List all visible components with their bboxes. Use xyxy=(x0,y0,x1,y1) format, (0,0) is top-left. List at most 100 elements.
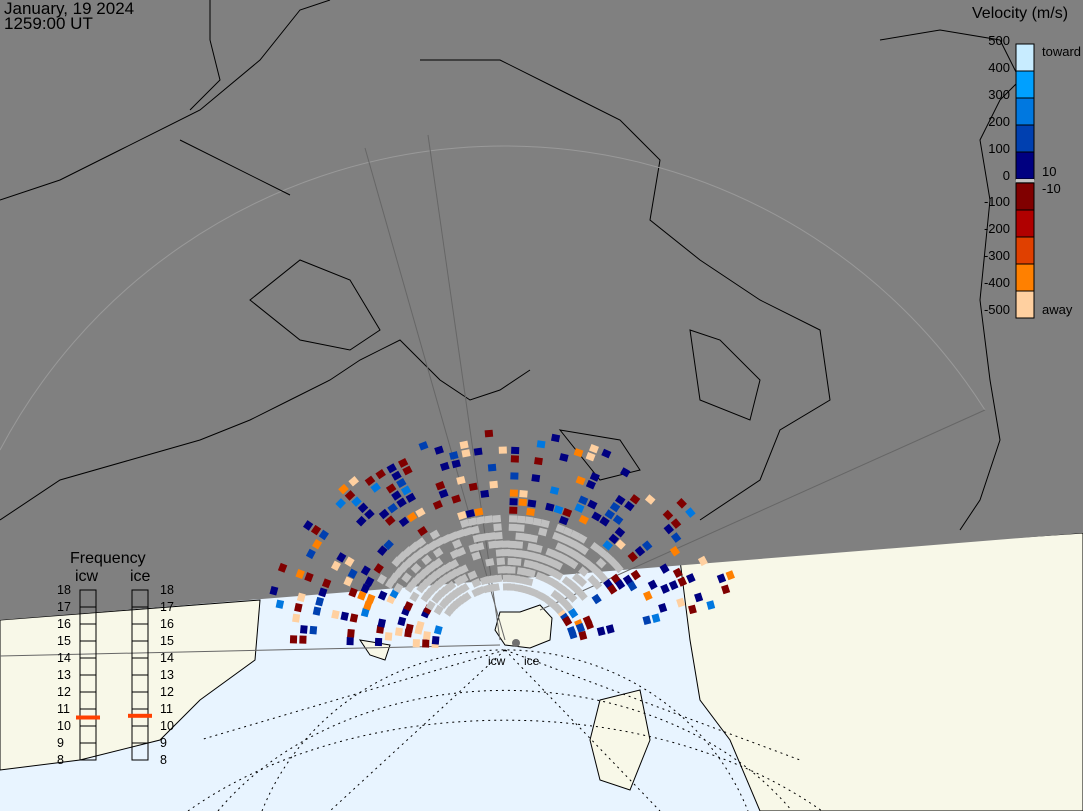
scatter-cell xyxy=(377,590,388,601)
color-bar-segment xyxy=(1015,97,1035,126)
scatter-cell xyxy=(468,482,478,491)
scatter-cell xyxy=(676,597,686,608)
scatter-cell xyxy=(528,534,539,543)
scatter-cell xyxy=(432,557,444,569)
scatter-cell xyxy=(456,475,466,485)
scatter-cell xyxy=(485,558,495,567)
scatter-cell xyxy=(405,492,417,503)
scatter-cell xyxy=(321,578,332,589)
scatter-cell xyxy=(644,494,656,505)
scatter-cell xyxy=(591,593,602,605)
scatter-cell xyxy=(277,562,288,573)
scatter-cell xyxy=(577,590,588,601)
frequency-tick-left: 10 xyxy=(57,719,71,733)
scatter-cell xyxy=(596,546,607,558)
frequency-tick-left: 9 xyxy=(57,736,64,750)
scatter-cell xyxy=(613,562,624,574)
scatter-cell xyxy=(641,540,653,552)
scatter-cell xyxy=(292,613,301,623)
scatter-cell xyxy=(688,604,697,615)
scatter-cell xyxy=(494,540,504,549)
scatter-cell xyxy=(299,635,307,644)
velocity-tick: 500 xyxy=(988,33,1010,48)
grid-lines xyxy=(0,134,986,811)
velocity-tick: -400 xyxy=(983,275,1010,291)
scatter-cell xyxy=(429,529,441,540)
frequency-tick-left: 12 xyxy=(57,685,71,699)
scatter-cell xyxy=(417,526,428,537)
scatter-cell xyxy=(669,545,681,557)
scatter-cell xyxy=(670,518,682,529)
scatter-cell xyxy=(402,465,413,476)
scatter-cell xyxy=(421,554,432,566)
scatter-cell xyxy=(455,546,467,557)
scatter-cell xyxy=(338,483,349,495)
scatter-cell xyxy=(508,515,518,523)
scatter-cell xyxy=(473,447,483,456)
scatter-cell xyxy=(716,573,727,584)
scatter-cell xyxy=(526,569,536,578)
scatter-cell xyxy=(562,507,573,518)
scatter-cell xyxy=(422,639,430,648)
scatter-cell xyxy=(524,516,534,525)
scatter-cell xyxy=(400,485,412,496)
toward-label: toward xyxy=(1042,44,1082,59)
scatter-cell xyxy=(415,620,425,631)
scatter-cell xyxy=(552,531,563,542)
scatter-cell xyxy=(512,558,522,566)
scatter-cell xyxy=(516,524,525,532)
scatter-cell xyxy=(605,624,615,634)
scatter-cell xyxy=(706,600,716,610)
scatter-cell xyxy=(697,555,708,567)
scatter-cell xyxy=(488,540,498,549)
frequency-marker xyxy=(76,715,100,720)
scatter-cell xyxy=(591,579,603,590)
scatter-cell xyxy=(383,539,394,551)
scatter-cell xyxy=(374,637,383,647)
scatter-cell xyxy=(509,489,518,497)
night-region xyxy=(0,0,1083,620)
scatter-cell xyxy=(614,527,626,538)
scatter-cell xyxy=(584,619,594,630)
scatter-cell xyxy=(659,563,670,574)
scatter-cell xyxy=(518,498,528,507)
frequency-tick-left: 18 xyxy=(57,583,71,597)
scatter-cell xyxy=(496,557,506,566)
scatter-cell xyxy=(596,626,606,637)
scatter-cell xyxy=(568,629,578,640)
color-bar-segment xyxy=(1016,179,1034,182)
scatter-cell xyxy=(435,481,446,491)
scatter-cell xyxy=(347,629,355,638)
radar-scatter-cells xyxy=(269,429,735,648)
scatter-cell xyxy=(489,480,498,489)
frequency-tick-right: 14 xyxy=(160,651,174,665)
scatter-cell xyxy=(384,515,396,526)
scatter-cell xyxy=(370,482,382,493)
scatter-cell xyxy=(527,499,537,508)
scatter-cell xyxy=(343,576,354,587)
scatter-cell xyxy=(634,545,646,557)
scatter-cell xyxy=(662,509,674,521)
frequency-tick-left: 17 xyxy=(57,600,71,614)
scatter-cell xyxy=(721,584,731,595)
scatter-cell xyxy=(385,483,397,494)
scatter-cell xyxy=(344,556,355,568)
color-bar-segment xyxy=(1015,124,1035,153)
scatter-cell xyxy=(540,519,550,529)
frequency-tick-left: 8 xyxy=(57,753,64,767)
scatter-cell xyxy=(295,569,305,580)
scatter-cell xyxy=(550,433,561,443)
scatter-cell xyxy=(397,616,407,627)
pos-threshold-label: 10 xyxy=(1042,164,1057,179)
frequency-tick-right: 18 xyxy=(160,583,174,597)
scatter-cell xyxy=(508,523,517,531)
scatter-cell xyxy=(312,606,322,616)
scatter-cell xyxy=(365,593,376,604)
scatter-cell xyxy=(647,579,658,590)
scatter-cell xyxy=(360,607,370,618)
scatter-cell xyxy=(398,516,410,527)
scatter-cell xyxy=(534,457,543,466)
scatter-cell xyxy=(296,592,306,603)
scatter-cell xyxy=(562,615,573,627)
